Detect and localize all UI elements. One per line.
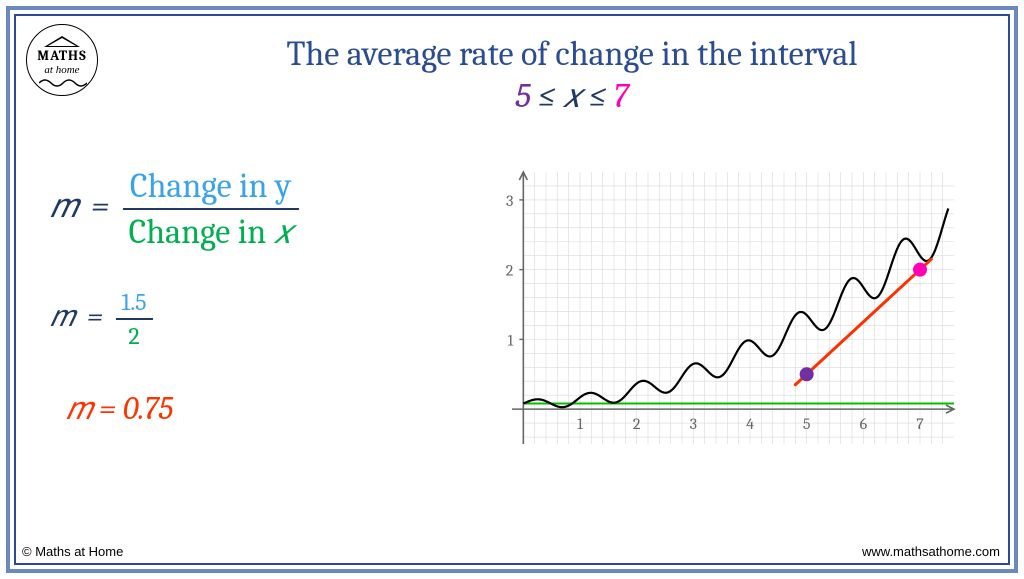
svg-text:6: 6 xyxy=(860,415,868,433)
roof-icon-inner xyxy=(48,38,76,46)
formula-result: 𝑚 = 0.75 xyxy=(66,390,480,428)
denominator: Change in 𝑥 xyxy=(123,212,299,252)
logo-line1: MATHS xyxy=(27,49,97,63)
fraction-2: 1.5 2 xyxy=(116,288,153,350)
title-interval: 5 ≤ 𝑥 ≤ 7 xyxy=(176,76,968,116)
fraction-bar-2 xyxy=(116,318,153,320)
equals-sign: = xyxy=(91,186,109,226)
formula-slope-values: 𝑚 = 1.5 2 xyxy=(50,288,480,350)
chart: 1 2 3 4 5 6 7 1 2 3 xyxy=(482,164,962,474)
logo-line2: at home xyxy=(27,65,97,76)
inner-panel: MATHS at home The average rate of change… xyxy=(14,14,1010,565)
formula-block: 𝑚 = Change in y Change in 𝑥 𝑚 = 1.5 2 xyxy=(50,166,480,428)
lhs-m: 𝑚 xyxy=(50,186,78,226)
den-prefix: Change in xyxy=(129,212,274,252)
den-var: 𝑥 xyxy=(274,212,293,252)
svg-text:7: 7 xyxy=(916,415,924,433)
svg-text:1: 1 xyxy=(577,415,583,433)
wave-icon xyxy=(39,77,87,89)
svg-text:2: 2 xyxy=(506,262,514,280)
interval-b: 7 xyxy=(614,76,629,116)
interval-op2: ≤ xyxy=(589,76,606,116)
svg-text:2: 2 xyxy=(633,415,641,433)
den-2: 2 xyxy=(116,322,153,350)
footer-url: www.mathsathome.com xyxy=(862,544,1000,559)
chart-svg: 1 2 3 4 5 6 7 1 2 3 xyxy=(482,164,962,474)
outer-border: MATHS at home The average rate of change… xyxy=(6,6,1018,573)
formula-slope-def: 𝑚 = Change in y Change in 𝑥 xyxy=(50,166,480,252)
num-2: 1.5 xyxy=(116,288,153,316)
svg-text:1: 1 xyxy=(508,331,514,349)
svg-text:4: 4 xyxy=(746,415,754,433)
title-text: The average rate of change in the interv… xyxy=(176,34,968,74)
logo: MATHS at home xyxy=(26,24,98,96)
fraction: Change in y Change in 𝑥 xyxy=(123,166,299,252)
equals-sign-2: = xyxy=(87,299,103,334)
page-title: The average rate of change in the interv… xyxy=(176,34,968,116)
fraction-bar xyxy=(123,208,299,210)
svg-text:5: 5 xyxy=(803,415,811,433)
svg-text:3: 3 xyxy=(506,192,513,210)
interval-a: 5 xyxy=(515,76,530,116)
interval-op1: ≤ xyxy=(538,76,555,116)
svg-text:3: 3 xyxy=(690,415,697,433)
interval-var: 𝑥 xyxy=(563,76,582,116)
footer-copyright: © Maths at Home xyxy=(22,544,123,559)
lhs-m-2: 𝑚 xyxy=(50,299,74,334)
numerator: Change in y xyxy=(123,166,299,206)
